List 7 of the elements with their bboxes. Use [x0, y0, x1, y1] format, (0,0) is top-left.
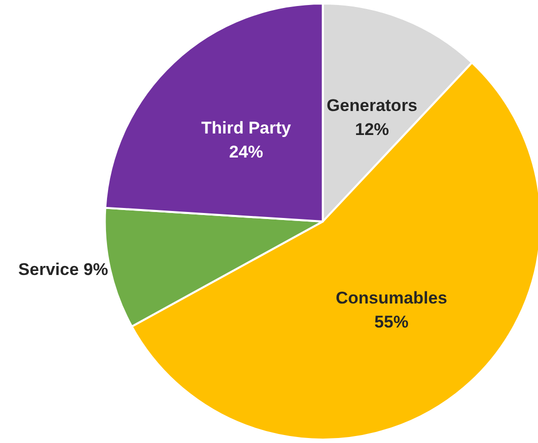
slice-label: Third Party	[201, 118, 292, 138]
data-label: 12%	[355, 120, 390, 139]
data-label: 55%	[374, 312, 408, 332]
data-label: 24%	[229, 142, 264, 162]
slice-label: Consumables	[336, 288, 448, 308]
slice-label: Service 9%	[18, 260, 108, 279]
slice-label: Generators	[326, 96, 418, 115]
